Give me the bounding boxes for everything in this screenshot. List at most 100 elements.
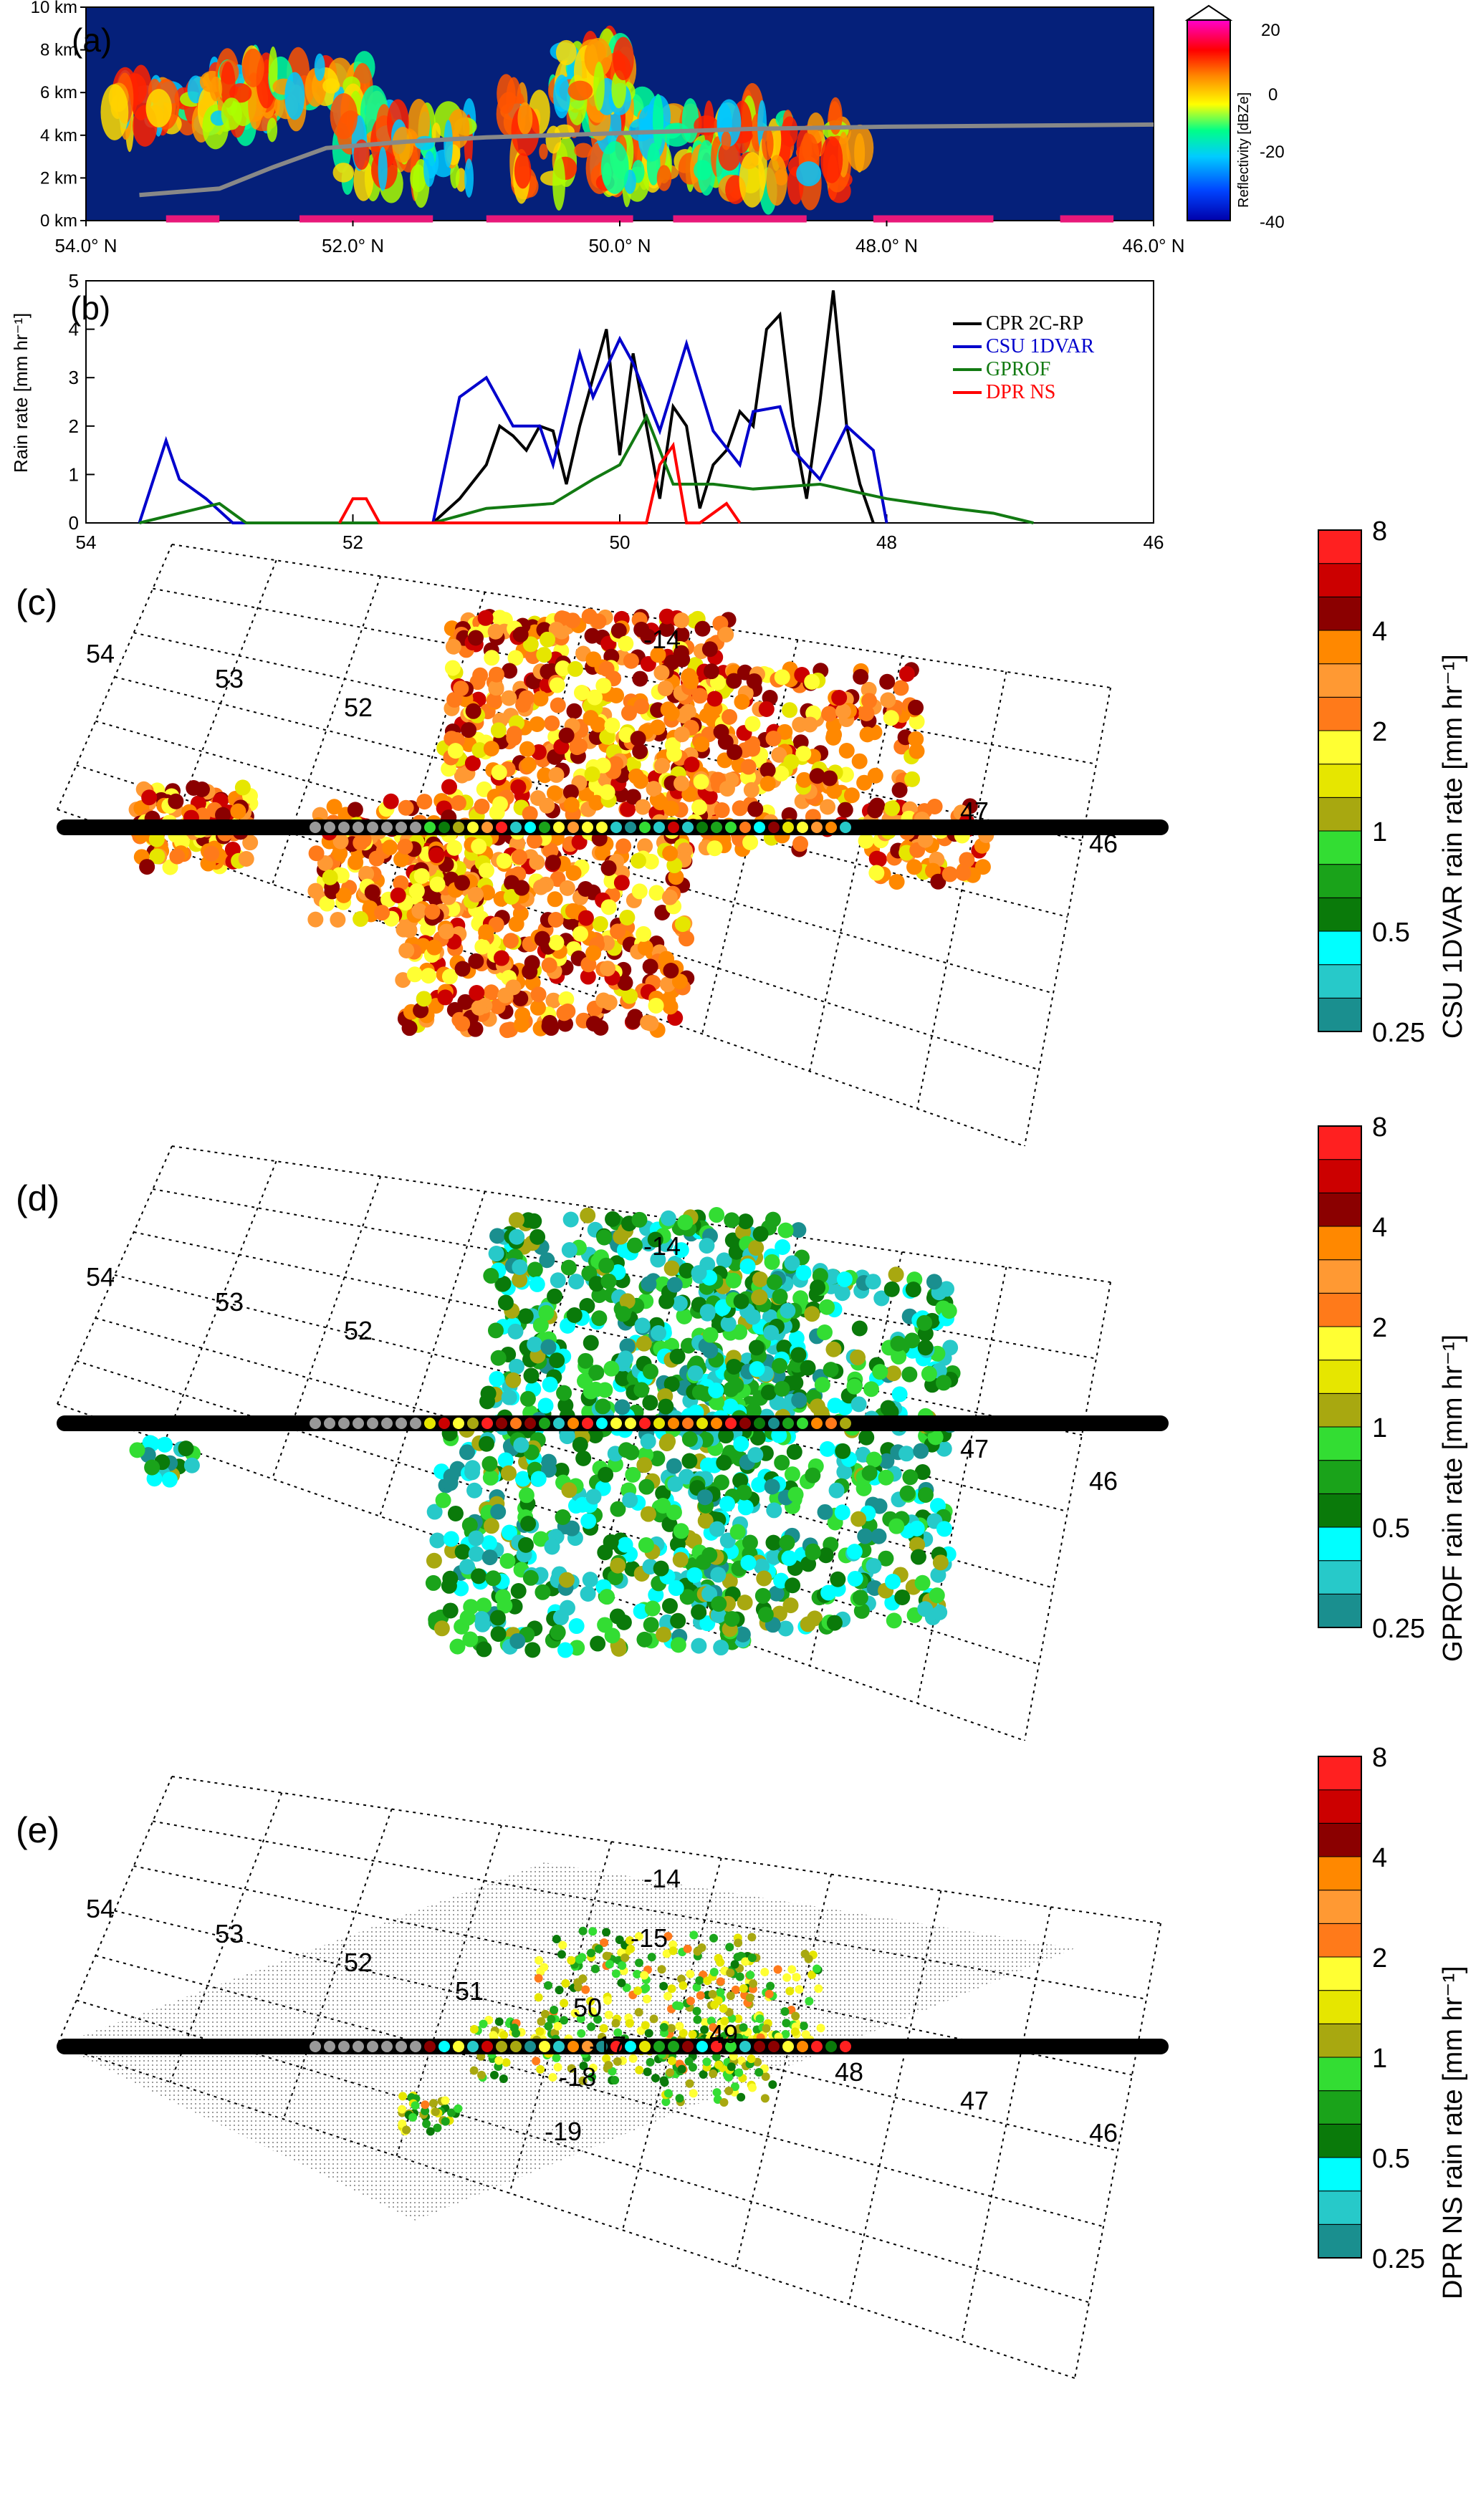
rain-pixel xyxy=(471,838,487,855)
rain-pixel xyxy=(416,794,433,810)
rain-pixel xyxy=(847,1570,863,1587)
rain-pixel xyxy=(565,865,582,881)
track-pixel xyxy=(582,1418,593,1429)
rain-pixel xyxy=(619,1338,636,1355)
rain-pixel xyxy=(558,1941,567,1950)
rain-pixel xyxy=(714,1996,723,2005)
rain-pixel xyxy=(871,1498,888,1514)
rain-pixel xyxy=(755,2014,765,2024)
rain-pixel xyxy=(909,713,925,730)
rain-pixel xyxy=(824,1269,840,1285)
rain-pixel xyxy=(478,924,494,941)
data-point xyxy=(712,464,714,466)
track-pixel xyxy=(610,2041,622,2052)
rain-pixel xyxy=(540,631,556,648)
colorbar-tick-label: 0.5 xyxy=(1372,2144,1410,2174)
rain-pixel xyxy=(800,1616,816,1632)
rain-pixel xyxy=(894,1589,911,1605)
rain-pixel xyxy=(574,1983,583,1992)
rain-pixel xyxy=(831,690,848,706)
rain-pixel xyxy=(585,651,602,668)
rain-pixel xyxy=(623,653,639,669)
rain-pixel xyxy=(610,2075,620,2084)
rain-pixel xyxy=(587,1427,603,1443)
rain-pixel xyxy=(836,1271,853,1287)
rain-pixel xyxy=(872,1364,888,1380)
rain-pixel xyxy=(679,1262,695,1279)
rain-pixel xyxy=(748,1340,765,1356)
colorbar-segment xyxy=(1318,930,1362,966)
data-point xyxy=(993,512,994,514)
rain-pixel xyxy=(681,786,698,802)
rain-pixel xyxy=(157,1436,173,1453)
data-point xyxy=(178,478,180,480)
rain-pixel xyxy=(501,1389,517,1405)
rain-pixel xyxy=(688,2030,697,2039)
rain-pixel xyxy=(899,1485,916,1501)
rain-pixel xyxy=(851,1320,868,1337)
lat-label: 46 xyxy=(1089,2118,1118,2148)
reflectivity-cell xyxy=(241,48,264,87)
rain-pixel xyxy=(590,1964,600,1973)
rain-pixel xyxy=(855,1480,872,1496)
rain-pixel xyxy=(481,1456,498,1472)
x-tick-label: 52.0° N xyxy=(322,235,384,256)
rain-pixel xyxy=(736,1484,752,1501)
rain-pixel xyxy=(548,2072,557,2082)
rain-pixel xyxy=(557,1642,573,1658)
lat-label: 51 xyxy=(455,1976,484,2006)
track-pixel xyxy=(596,1418,608,1429)
track-pixel xyxy=(310,1418,321,1429)
rain-pixel xyxy=(782,702,798,718)
data-point xyxy=(659,464,661,466)
data-point xyxy=(139,522,140,524)
rain-pixel xyxy=(617,1350,633,1367)
rain-pixel xyxy=(878,1453,895,1469)
rain-pixel xyxy=(716,1977,725,1986)
rain-pixel xyxy=(691,688,708,704)
rain-pixel xyxy=(768,1585,785,1602)
rain-pixel xyxy=(746,673,762,689)
data-point xyxy=(646,415,647,417)
panel-d: (d) 54 53 52 47 46 -14 xyxy=(16,1145,1169,1741)
reflectivity-cell xyxy=(846,124,874,172)
colorbar-segment xyxy=(1318,563,1362,597)
rain-pixel xyxy=(605,1211,621,1227)
rain-pixel xyxy=(615,838,632,855)
rain-pixel xyxy=(700,2025,709,2034)
track-pixel xyxy=(811,2041,823,2052)
rain-pixel xyxy=(560,2016,569,2025)
rain-pixel xyxy=(891,1386,908,1403)
rain-pixel xyxy=(618,1961,627,1970)
rain-pixel xyxy=(628,2054,638,2063)
lat-label: 52 xyxy=(344,1948,373,1977)
rain-pixel xyxy=(758,701,775,717)
reflectivity-cell xyxy=(431,122,441,143)
rain-pixel xyxy=(411,903,428,919)
rain-pixel xyxy=(560,1999,569,2008)
rain-pixel xyxy=(666,1458,682,1474)
rain-pixel xyxy=(724,2087,734,2096)
rain-pixel xyxy=(650,1251,666,1268)
track-pixel xyxy=(353,822,364,833)
rain-pixel xyxy=(625,1013,641,1029)
rain-pixel xyxy=(506,726,522,742)
rain-pixel xyxy=(466,1482,483,1499)
data-point xyxy=(459,396,460,398)
track-pixel xyxy=(467,1418,479,1429)
rain-pixel xyxy=(764,1254,780,1270)
rain-pixel xyxy=(761,2072,770,2081)
rain-pixel xyxy=(734,2014,743,2024)
rain-pixel xyxy=(580,1585,596,1602)
data-point xyxy=(219,503,220,504)
rain-pixel xyxy=(479,1393,496,1410)
rain-pixel xyxy=(656,1626,672,1643)
rain-pixel xyxy=(701,1547,718,1563)
rain-pixel xyxy=(642,1395,658,1411)
rain-pixel xyxy=(936,1521,952,1537)
rain-pixel xyxy=(535,2027,545,2036)
rain-pixel xyxy=(481,1549,498,1566)
rain-pixel xyxy=(537,767,553,784)
rain-pixel xyxy=(540,1339,557,1355)
rain-pixel xyxy=(234,779,251,796)
